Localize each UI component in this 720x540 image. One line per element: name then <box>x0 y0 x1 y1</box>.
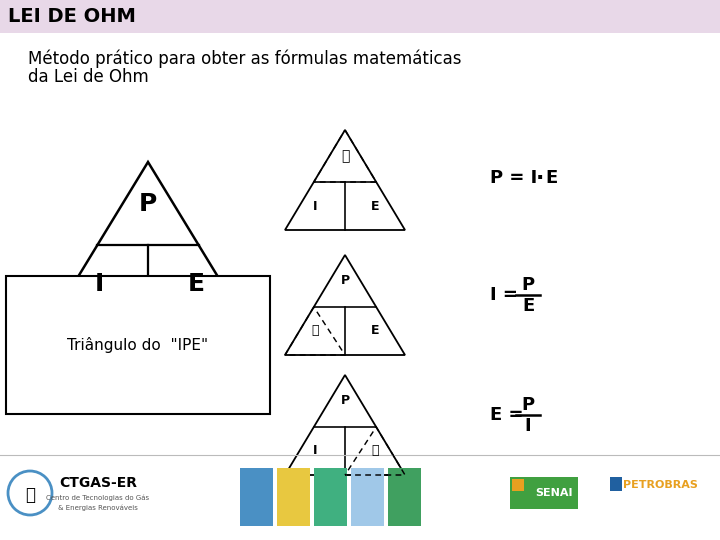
FancyBboxPatch shape <box>388 468 421 526</box>
Text: E: E <box>371 199 379 213</box>
Text: E: E <box>188 272 205 295</box>
FancyBboxPatch shape <box>510 477 578 509</box>
Text: P: P <box>521 396 534 414</box>
Text: E: E <box>522 297 534 315</box>
Text: P = I: P = I <box>490 169 537 187</box>
FancyBboxPatch shape <box>277 468 310 526</box>
FancyBboxPatch shape <box>0 455 720 540</box>
Text: I: I <box>312 199 318 213</box>
Text: I: I <box>94 272 104 295</box>
Text: Triângulo do  "IPE": Triângulo do "IPE" <box>68 337 209 353</box>
Text: I =: I = <box>490 286 518 304</box>
Text: SENAI: SENAI <box>535 488 572 498</box>
Text: P: P <box>521 276 534 294</box>
Text: ·: · <box>536 168 544 188</box>
Text: E: E <box>371 325 379 338</box>
Text: Centro de Tecnologias do Gás: Centro de Tecnologias do Gás <box>46 495 150 501</box>
Text: Método prático para obter as fórmulas matemáticas: Método prático para obter as fórmulas ma… <box>28 50 462 69</box>
Text: LEI DE OHM: LEI DE OHM <box>8 6 136 25</box>
Text: E: E <box>545 169 557 187</box>
Text: & Energias Renováveis: & Energias Renováveis <box>58 505 138 511</box>
Text: I: I <box>312 444 318 457</box>
Text: CTGAS-ER: CTGAS-ER <box>59 476 137 490</box>
FancyBboxPatch shape <box>351 468 384 526</box>
Text: 👋: 👋 <box>341 149 349 163</box>
Text: 👋: 👋 <box>311 325 319 338</box>
FancyBboxPatch shape <box>0 0 720 33</box>
Text: da Lei de Ohm: da Lei de Ohm <box>28 68 149 86</box>
FancyBboxPatch shape <box>610 477 622 491</box>
FancyBboxPatch shape <box>314 468 347 526</box>
FancyBboxPatch shape <box>240 468 273 526</box>
Text: P: P <box>341 274 350 287</box>
Text: 👋: 👋 <box>372 444 379 457</box>
Text: I: I <box>525 417 531 435</box>
Text: P: P <box>139 192 157 215</box>
Text: E =: E = <box>490 406 523 424</box>
Text: 🔥: 🔥 <box>25 486 35 504</box>
Text: P: P <box>341 395 350 408</box>
FancyBboxPatch shape <box>512 479 524 491</box>
Text: PETROBRAS: PETROBRAS <box>623 480 698 490</box>
